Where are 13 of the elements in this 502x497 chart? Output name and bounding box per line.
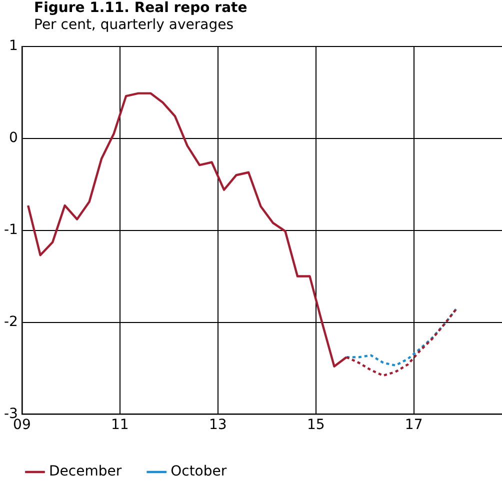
y-tick-label: 0	[9, 130, 18, 146]
x-tick-label: 15	[306, 417, 325, 434]
chart-title: Figure 1.11. Real repo rate	[33, 0, 248, 16]
legend-label: October	[170, 464, 227, 480]
x-tick-label: 09	[13, 417, 31, 434]
y-tick-label: -2	[4, 314, 18, 330]
chart-subtitle: Per cent, quarterly averages	[33, 16, 235, 34]
x-tick-label: 13	[208, 417, 227, 434]
y-tick-label: 1	[9, 38, 18, 54]
x-tick-label: 11	[111, 417, 129, 434]
y-tick-label: -1	[4, 222, 18, 238]
legend-label: December	[49, 464, 122, 480]
x-tick-label: 17	[404, 417, 423, 434]
